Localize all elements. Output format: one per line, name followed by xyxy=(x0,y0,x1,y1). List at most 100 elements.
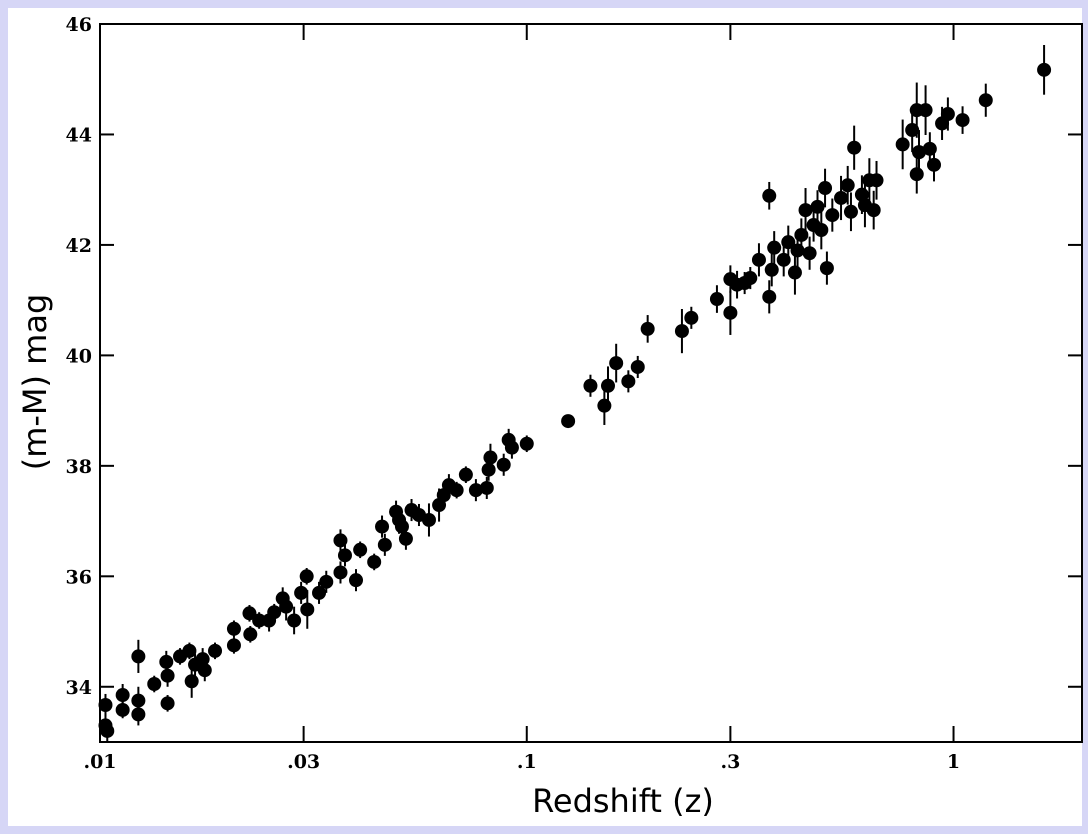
data-point xyxy=(630,359,645,374)
data-point xyxy=(955,113,970,128)
data-point xyxy=(333,533,348,548)
data-point xyxy=(160,668,175,683)
data-point xyxy=(905,123,920,138)
data-point xyxy=(279,599,294,614)
data-point xyxy=(458,467,473,482)
data-point xyxy=(802,246,817,261)
data-point xyxy=(98,697,113,712)
data-point xyxy=(918,103,933,118)
data-point xyxy=(600,378,615,393)
data-point xyxy=(825,208,840,223)
data-point xyxy=(449,483,464,498)
data-point xyxy=(312,585,327,600)
data-point xyxy=(978,93,993,108)
y-tick-label: 42 xyxy=(66,235,92,257)
data-point xyxy=(504,440,519,455)
data-point xyxy=(337,548,352,563)
data-point xyxy=(843,204,858,219)
data-point xyxy=(798,203,813,218)
data-point xyxy=(776,252,791,267)
y-tick-label: 40 xyxy=(66,345,92,367)
data-point xyxy=(764,262,779,277)
data-point xyxy=(208,643,223,658)
x-tick-label: .3 xyxy=(720,751,740,773)
data-point xyxy=(421,512,436,527)
data-point xyxy=(621,374,636,389)
data-point xyxy=(790,243,805,258)
data-point xyxy=(810,199,825,214)
data-point xyxy=(781,235,796,250)
data-point xyxy=(398,531,413,546)
data-point xyxy=(319,574,334,589)
data-point xyxy=(895,137,910,152)
data-point xyxy=(184,674,199,689)
data-point xyxy=(349,573,364,588)
data-point xyxy=(597,398,612,413)
data-point xyxy=(377,537,392,552)
data-point xyxy=(115,688,130,703)
data-point xyxy=(226,621,241,636)
data-point xyxy=(787,265,802,280)
data-point xyxy=(299,569,314,584)
y-tick-label: 46 xyxy=(66,14,92,36)
data-point xyxy=(496,457,511,472)
data-point xyxy=(242,606,257,621)
y-tick-label: 36 xyxy=(66,566,92,588)
data-point xyxy=(367,554,382,569)
data-point xyxy=(723,305,738,320)
data-point xyxy=(182,643,197,658)
data-point xyxy=(267,605,282,620)
data-point xyxy=(743,271,758,286)
data-point xyxy=(131,649,146,664)
data-point xyxy=(195,652,210,667)
y-axis-label: (m-M) mag xyxy=(16,294,54,471)
data-point xyxy=(375,519,390,534)
x-tick-label: .1 xyxy=(517,751,537,773)
x-tick-label: 1 xyxy=(947,751,960,773)
data-point xyxy=(866,203,881,218)
data-point xyxy=(100,723,115,738)
data-point xyxy=(160,696,175,711)
data-point xyxy=(131,693,146,708)
data-point xyxy=(243,627,258,642)
data-point xyxy=(333,565,348,580)
data-point xyxy=(751,252,766,267)
data-point xyxy=(709,292,724,307)
data-point xyxy=(159,654,174,669)
data-point xyxy=(869,173,884,188)
data-point xyxy=(468,483,483,498)
data-point xyxy=(767,240,782,255)
data-point xyxy=(583,378,598,393)
plot-frame xyxy=(99,23,1083,743)
data-point xyxy=(353,542,368,557)
data-point xyxy=(131,707,146,722)
data-point xyxy=(940,107,955,122)
data-point xyxy=(847,140,862,155)
data-point xyxy=(818,181,833,196)
data-point xyxy=(911,145,926,160)
x-axis-label: Redshift (z) xyxy=(532,782,714,820)
y-tick-label: 44 xyxy=(66,124,92,146)
y-tick-label: 38 xyxy=(66,456,92,478)
data-point xyxy=(561,414,576,429)
data-point xyxy=(226,638,241,653)
data-point xyxy=(640,321,655,336)
data-point xyxy=(814,223,829,238)
data-point xyxy=(762,188,777,203)
data-point xyxy=(684,310,699,325)
data-point xyxy=(819,261,834,276)
data-point xyxy=(483,450,498,465)
data-point xyxy=(147,677,162,692)
data-point xyxy=(479,480,494,495)
data-point xyxy=(115,702,130,717)
data-point xyxy=(909,167,924,182)
data-point xyxy=(252,613,267,628)
data-point xyxy=(519,436,534,451)
x-tick-label: .03 xyxy=(287,751,320,773)
data-point xyxy=(287,613,302,628)
data-point xyxy=(609,356,624,371)
data-point xyxy=(294,585,309,600)
data-point xyxy=(927,157,942,172)
data-point xyxy=(834,190,849,205)
